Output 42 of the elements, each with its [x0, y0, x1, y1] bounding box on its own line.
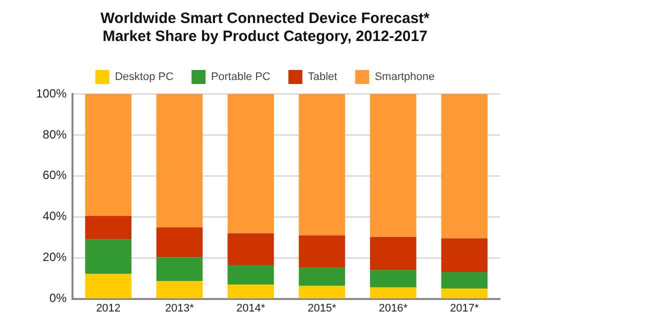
y-tick-label: 100% — [36, 86, 68, 100]
bar — [156, 281, 203, 298]
bar — [228, 265, 274, 284]
bar — [441, 288, 488, 298]
x-tick-label: 2014* — [236, 302, 266, 314]
legend-label: Tablet — [308, 71, 338, 84]
bar — [441, 238, 488, 272]
y-tick-label: 0% — [49, 291, 68, 306]
bar — [370, 236, 416, 270]
legend-label: Smartphone — [374, 71, 435, 84]
bar — [228, 284, 274, 298]
bar — [85, 94, 132, 216]
text: Worldwide Smart Connected Device Forecast* — [100, 10, 430, 28]
bar — [298, 94, 346, 236]
x-tick-label: 2013* — [165, 302, 195, 314]
text: Market Share by Product Category, 2012-2017 — [102, 28, 428, 46]
bar — [441, 94, 488, 238]
bar — [156, 227, 203, 258]
x-tick-label: 2017* — [450, 302, 480, 314]
bar — [85, 216, 132, 240]
bar — [228, 94, 274, 234]
x-tick-label: 2016* — [378, 302, 408, 314]
y-tick-label: 80% — [42, 127, 68, 142]
bar — [370, 287, 416, 298]
bar — [298, 236, 346, 268]
legend-label: Desktop PC — [114, 71, 174, 84]
bar — [370, 94, 416, 237]
x-tick-label: 2015* — [308, 302, 338, 314]
bar — [441, 272, 488, 289]
y-tick-label: 40% — [42, 209, 68, 224]
bar — [156, 257, 203, 282]
bar — [298, 268, 346, 286]
bar — [156, 94, 203, 228]
legend-label: Portable PC — [211, 71, 270, 84]
bar — [370, 270, 416, 288]
x-tick-label: 2012 — [96, 302, 121, 314]
y-tick-label: 60% — [42, 168, 68, 182]
bar — [85, 239, 132, 274]
bar — [85, 274, 132, 298]
y-tick-label: 20% — [42, 250, 68, 264]
bar — [298, 286, 346, 298]
bar — [228, 233, 274, 266]
